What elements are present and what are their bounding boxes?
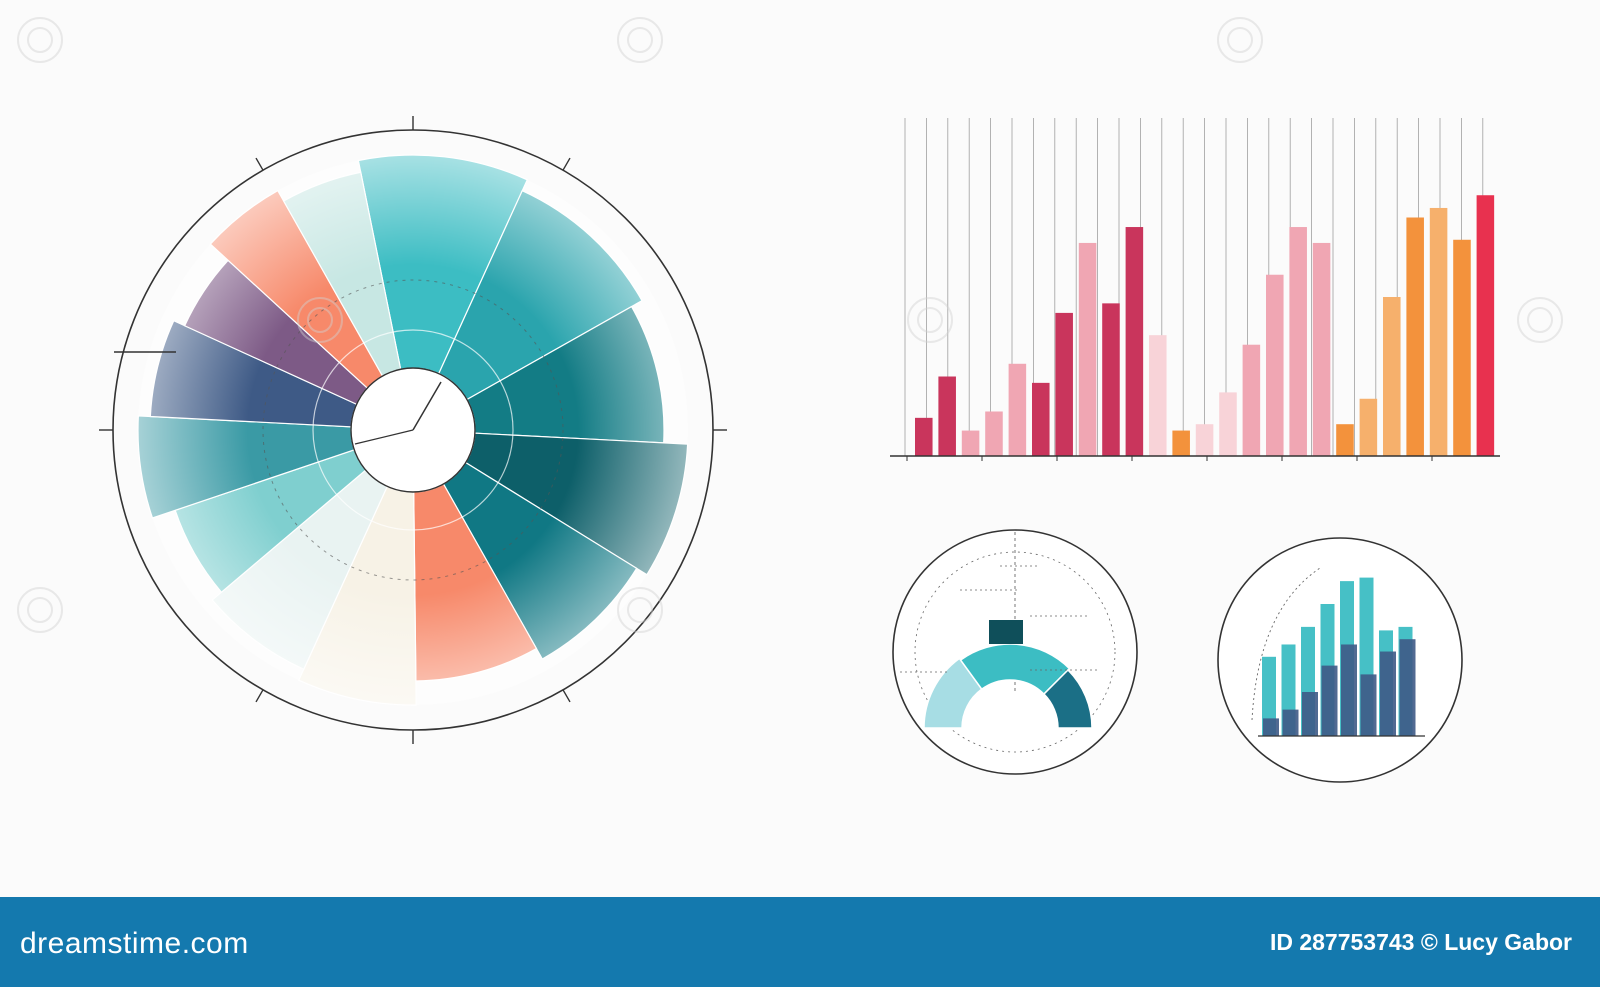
main-pie-chart: [99, 116, 727, 744]
bar: [1406, 217, 1424, 456]
grouped-bar: [1302, 692, 1318, 736]
gauge-cap: [989, 620, 1023, 644]
donut-gauge-chart: [892, 529, 1138, 775]
bar: [1242, 344, 1261, 456]
watermark-spiral: [617, 587, 663, 633]
watermark-spiral: [17, 17, 63, 63]
bar: [938, 376, 956, 456]
chart-stage: [17, 17, 1563, 783]
grouped-bar-guide-arc: [1251, 567, 1321, 721]
bar: [985, 411, 1003, 456]
watermark-spiral-inner: [627, 597, 653, 623]
watermark-spiral-inner: [27, 27, 53, 53]
pie-inner-guide: [312, 329, 514, 531]
bar: [1149, 335, 1167, 456]
pie-ring-tick: [562, 157, 571, 171]
bar: [1125, 227, 1144, 456]
bar: [1078, 242, 1097, 456]
bar: [1429, 207, 1448, 456]
grouped-bar: [1380, 651, 1396, 736]
watermark-spiral: [617, 17, 663, 63]
watermark-footer: dreamstime.com ID 287753743 © Lucy Gabor: [0, 897, 1600, 987]
pie-dashed-ring: [262, 279, 564, 581]
bar: [1289, 227, 1307, 456]
bar: [1336, 424, 1354, 456]
watermark-spiral: [297, 297, 343, 343]
bar: [1008, 363, 1027, 456]
bar: [1102, 303, 1120, 456]
pie-ring-tick: [255, 689, 264, 703]
grouped-bar: [1263, 718, 1279, 736]
watermark-spiral: [1217, 17, 1263, 63]
pie-needle: [412, 381, 442, 431]
watermark-spiral-inner: [627, 27, 653, 53]
bar: [1383, 297, 1401, 456]
bar: [1453, 239, 1471, 456]
bar: [1476, 195, 1495, 457]
grouped-bar: [1360, 674, 1377, 736]
image-credit: ID 287753743 © Lucy Gabor: [1269, 929, 1572, 955]
bar: [1195, 424, 1214, 456]
watermark-spiral-inner: [307, 307, 333, 333]
bar: [1266, 274, 1284, 456]
brand-name: dreamstime.com: [20, 927, 249, 960]
grouped-bar: [1321, 665, 1338, 736]
top-bar-chart: [890, 118, 1500, 461]
bar: [1032, 382, 1050, 456]
watermark-spiral-inner: [27, 597, 53, 623]
infographic-canvas: [17, 17, 1563, 783]
gauge-segment: [1042, 668, 1093, 729]
bar: [961, 430, 980, 456]
bar: [1359, 398, 1378, 456]
gauge-segment: [923, 657, 983, 729]
bar: [1312, 242, 1331, 456]
watermark-spiral: [17, 587, 63, 633]
watermark-spiral-inner: [1227, 27, 1253, 53]
bar: [1219, 392, 1237, 456]
grouped-bar-chart: [1217, 537, 1463, 783]
bar: [1172, 430, 1190, 456]
watermark-spiral-inner: [1527, 307, 1553, 333]
pie-ring-tick: [255, 157, 264, 171]
bar: [1055, 312, 1073, 456]
gauge-segment: [959, 643, 1071, 696]
grouped-bar: [1262, 656, 1276, 736]
grouped-bar: [1399, 639, 1416, 736]
pie-ring-tick: [562, 689, 571, 703]
pie-needle-secondary: [354, 429, 414, 445]
gauge-guide-ring: [914, 551, 1116, 753]
watermark-spiral-inner: [917, 307, 943, 333]
grouped-bar: [1282, 709, 1299, 736]
watermark-spiral: [1517, 297, 1563, 343]
grouped-bar: [1341, 644, 1357, 736]
bar: [915, 417, 933, 456]
watermark-spiral: [907, 297, 953, 343]
